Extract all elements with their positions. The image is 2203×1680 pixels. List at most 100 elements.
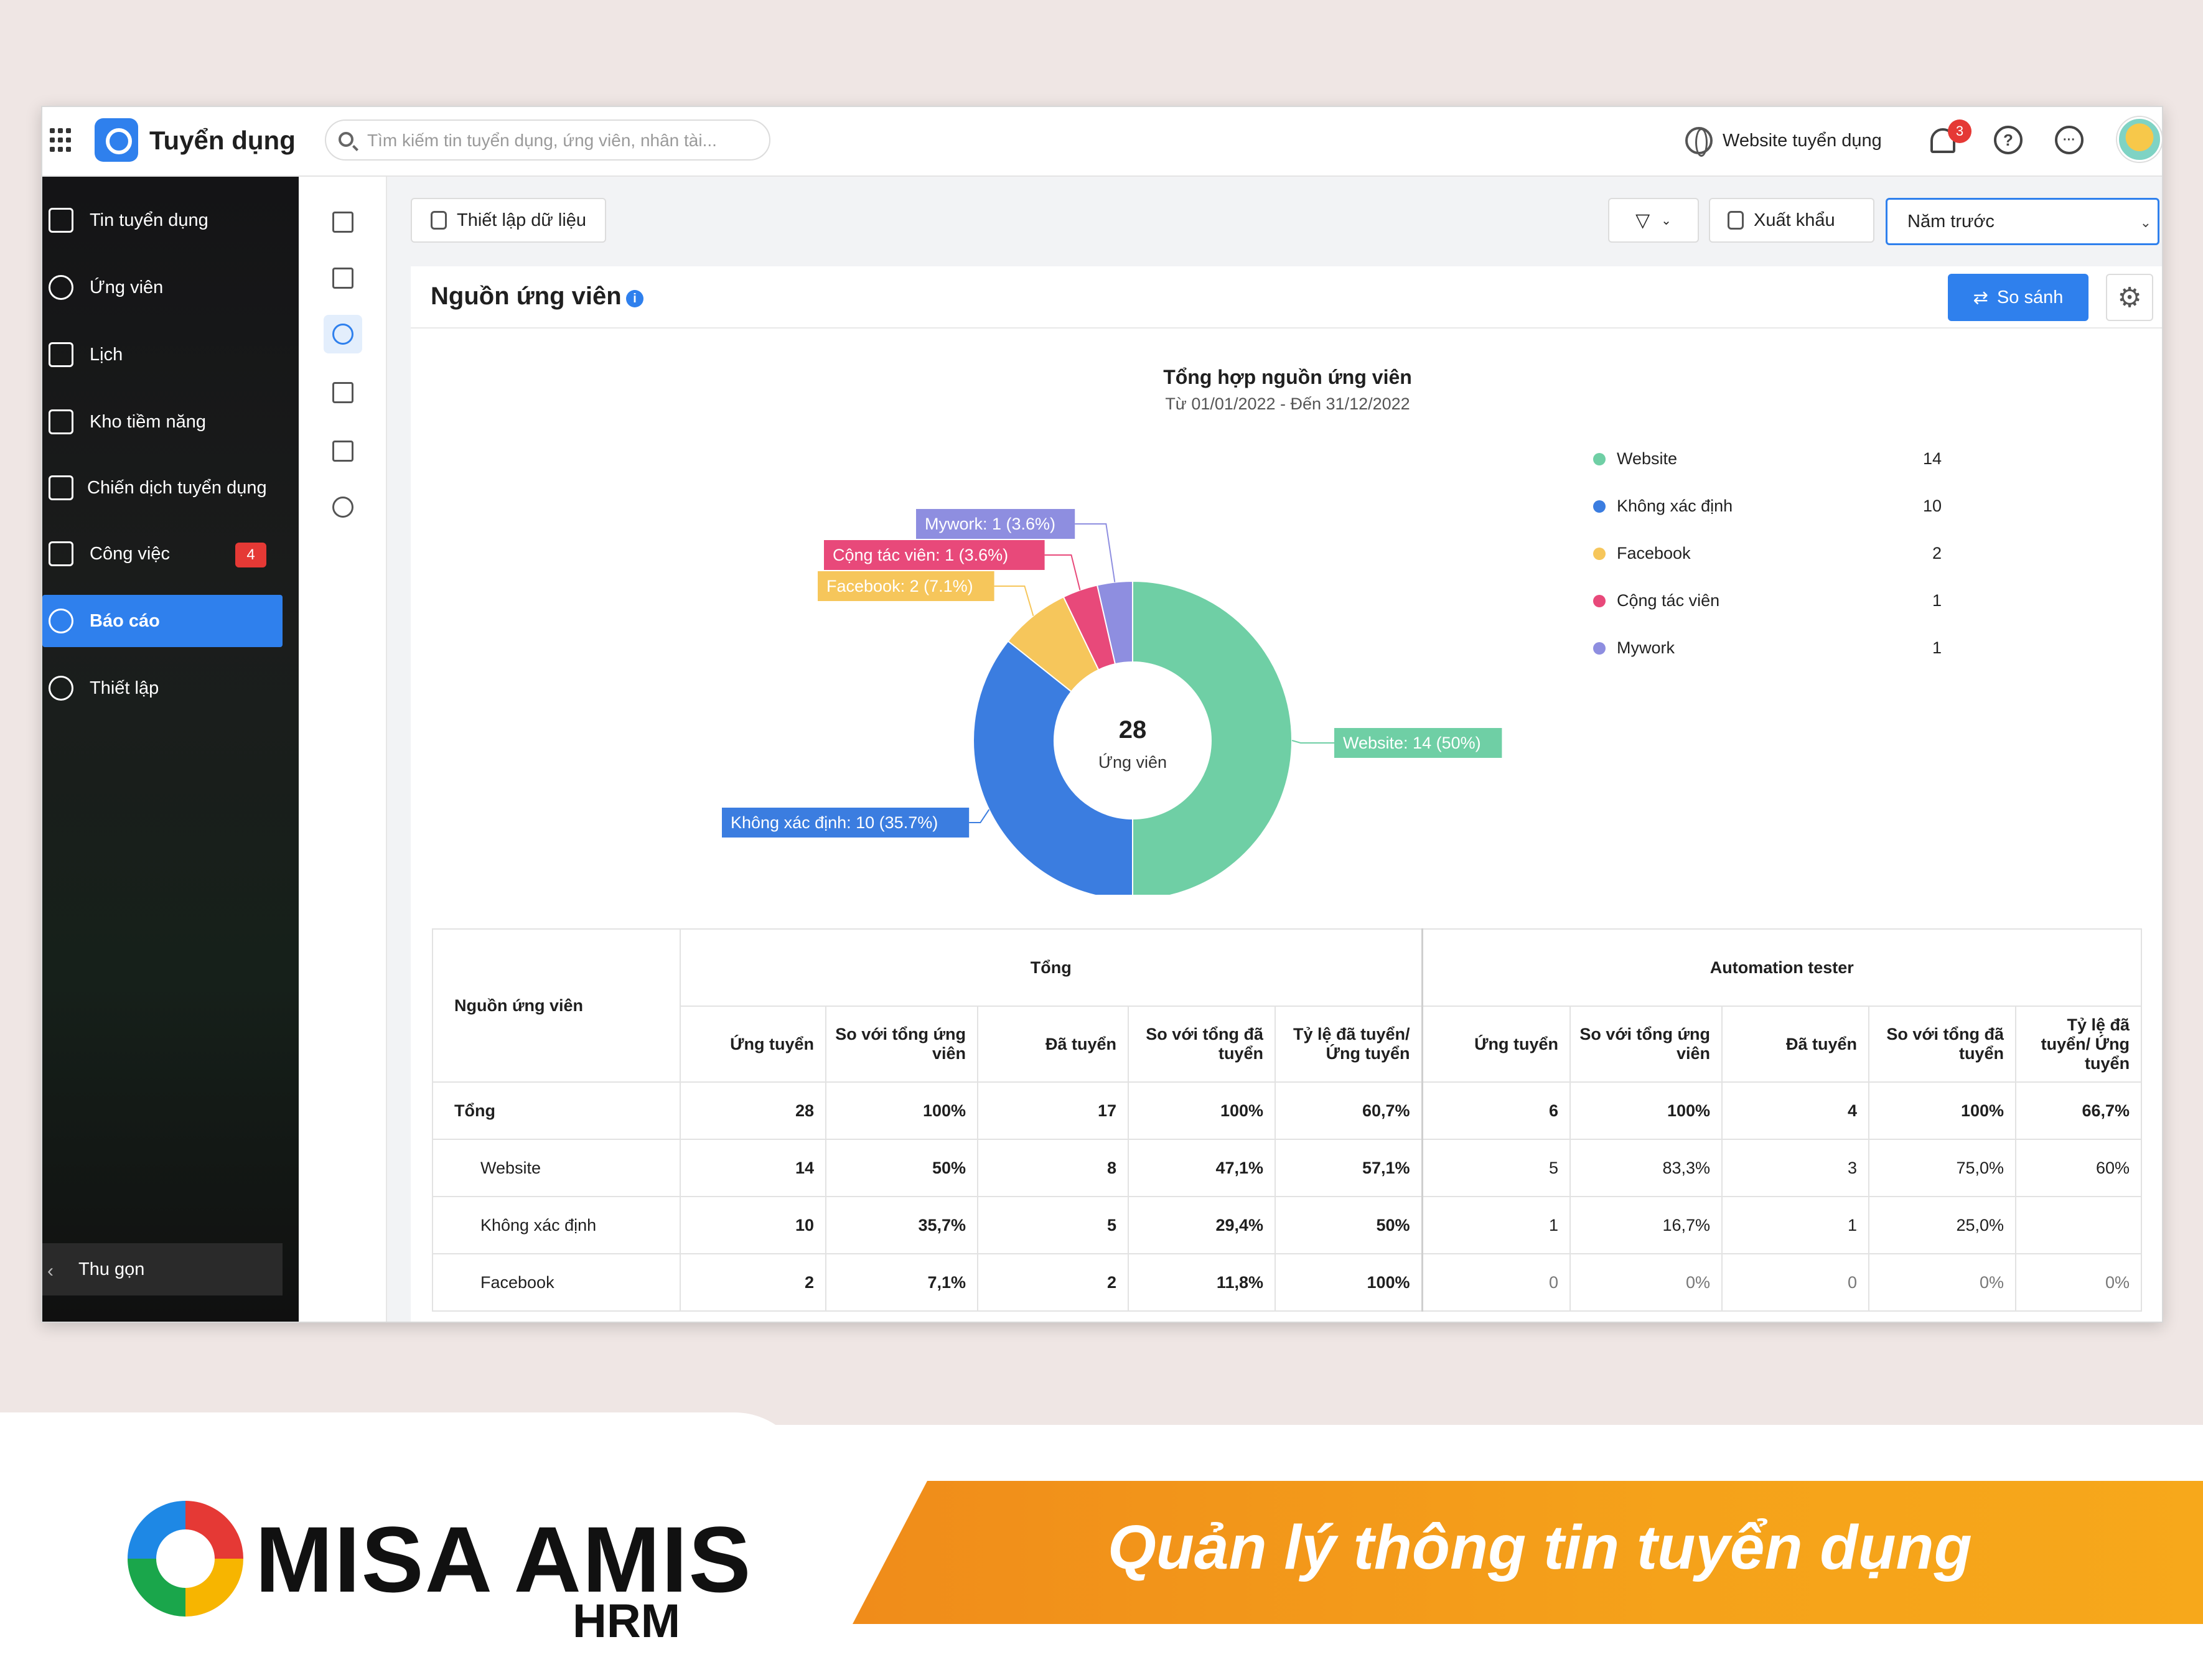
slice-label: Website: 14 (50%) [1343,734,1481,752]
avatar[interactable] [2117,117,2162,162]
sidebar-item-job-postings[interactable]: Tin tuyển dụng [42,194,299,246]
table-cell: 2 [680,1253,826,1312]
help-icon[interactable]: ? [1994,126,2023,154]
collapse-button[interactable]: ‹ Thu gọn [42,1243,283,1295]
legend-label: Mywork [1617,638,1675,657]
table-row[interactable]: Website 14 50% 8 47,1% 57,1% 5 83,3% 3 75,0% 60% [432,1139,2143,1197]
table-cell: 50% [825,1139,978,1197]
app-window: Tuyển dụng Website tuyển dụng 3 ? ··· Ti… [41,106,2163,1323]
presentation-icon [49,475,73,500]
legend-item[interactable]: Cộng tác viên 1 [1593,589,1942,614]
table-cell: 5 [1421,1139,1571,1197]
sidebar-item-reports[interactable]: Báo cáo [42,595,283,647]
sidebar-item-tasks[interactable]: Công việc 4 [42,528,299,580]
slice-leader-line [994,586,1034,617]
legend-item[interactable]: Mywork 1 [1593,636,1942,661]
more-icon[interactable]: ··· [2055,126,2084,154]
search-box[interactable] [325,119,770,161]
bar-chart-icon[interactable] [324,203,362,241]
calendar-icon [49,342,73,367]
period-select[interactable]: Năm trước ⌄ [1886,198,2159,245]
compare-button[interactable]: ⇄ So sánh [1948,274,2088,321]
filter-button[interactable]: ▽ ⌄ [1608,198,1699,243]
sidebar-item-campaigns[interactable]: Chiến dịch tuyển dụng [42,462,299,514]
export-icon [1728,211,1744,230]
table-row[interactable]: Tổng 28 100% 17 100% 60,7% 6 100% 4 100% 66,7% [432,1081,2143,1140]
report-type-bar [299,177,387,1322]
export-button[interactable]: Xuất khẩu [1709,198,1874,243]
table-row[interactable]: Facebook 2 7,1% 2 11,8% 100% 0 0% 0 0% 0% [432,1253,2143,1312]
table-cell: 1 [1721,1196,1870,1254]
notification-bell-icon[interactable]: 3 [1928,119,1971,158]
table-cell: 3 [1721,1139,1870,1197]
sidebar-item-talent-pool[interactable]: Kho tiềm năng [42,396,299,448]
table-cell: 29,4% [1128,1196,1276,1254]
sidebar-item-calendar[interactable]: Lịch [42,329,299,381]
column-header: So với tổng ứng viên [1569,1006,1723,1083]
line-chart-icon[interactable] [324,432,362,470]
pie-slice[interactable] [1132,580,1293,895]
sidebar-item-label: Kho tiềm năng [90,411,207,432]
table-cell: 100% [1274,1253,1423,1312]
app-launcher-icon[interactable] [50,128,75,153]
settings-gear-icon[interactable]: ⚙ [2106,274,2153,321]
slice-label-box [818,571,994,601]
search-input[interactable] [367,129,753,152]
data-setup-button[interactable]: Thiết lập dữ liệu [411,198,607,243]
table-cell: 47,1% [1128,1139,1276,1197]
legend-value: 10 [1922,497,1942,515]
period-select-value: Năm trước [1907,211,1995,231]
website-link[interactable]: Website tuyển dụng [1685,124,1882,157]
table-cell: 28 [680,1081,826,1140]
page-title: Nguồn ứng viên [431,282,622,310]
pie-chart-icon[interactable] [324,315,362,353]
sidebar: Tin tuyển dụng Ứng viên Lịch Kho tiềm nă… [42,177,299,1322]
legend-label: Không xác định [1617,497,1733,515]
table-cell: 0 [1421,1253,1571,1312]
source-name-cell: Tổng [432,1081,681,1140]
table-body: Tổng 28 100% 17 100% 60,7% 6 100% 4 100% 66,7% Webs… [432,1081,2143,1312]
table-cell: 25,0% [1868,1196,2017,1254]
legend-item[interactable]: Website 14 [1593,447,1942,472]
legend-swatch [1593,548,1606,560]
chart-subtitle: Từ 01/01/2022 - Đến 31/12/2022 [1165,394,1410,413]
table-row[interactable]: Không xác định 10 35,7% 5 29,4% 50% 1 16,7% 1 25,… [432,1196,2143,1254]
user-minus-icon[interactable] [324,488,362,526]
sidebar-item-label: Lịch [90,344,123,365]
pie-slice[interactable] [1096,580,1133,665]
legend-swatch [1593,642,1606,655]
legend-value: 2 [1932,544,1942,562]
filter-icon: ▽ [1635,210,1650,231]
legend-swatch [1593,595,1606,607]
sidebar-item-candidates[interactable]: Ứng viên [42,261,299,314]
database-icon [431,211,447,230]
app-title: Tuyển dụng [149,126,296,155]
table-cell: 57,1% [1274,1139,1423,1197]
table-cell: 66,7% [2015,1081,2143,1140]
brand-subtitle: HRM [573,1595,681,1648]
table-cell: 60,7% [1274,1081,1423,1140]
column-header: Tỷ lệ đã tuyển/ Ứng tuyển [2015,1006,2143,1083]
legend-swatch [1593,453,1606,465]
pie-slice[interactable] [973,640,1133,895]
slice-label: Facebook: 2 (7.1%) [826,577,973,595]
group-header-automation: Automation tester [1421,928,2143,1007]
sidebar-item-label: Chiến dịch tuyển dụng [87,477,267,498]
pie-chart-icon [49,609,73,633]
column-header: So với tổng đã tuyển [1128,1006,1276,1083]
sidebar-item-settings[interactable]: Thiết lập [42,662,299,714]
table-cell: 0 [1721,1253,1870,1312]
legend-item[interactable]: Facebook 2 [1593,541,1942,566]
info-icon[interactable]: i [626,290,643,307]
column-header: So với tổng đã tuyển [1868,1006,2017,1083]
funnel-icon[interactable] [324,259,362,297]
hand-coins-icon[interactable] [324,373,362,412]
slice-label-box [1334,728,1502,758]
brand-name: MISA AMIS [255,1507,752,1612]
donut-center-label: Ứng viên [1098,752,1167,772]
chart-title: Tổng hợp nguồn ứng viên [1163,366,1412,388]
table-cell: 17 [977,1081,1129,1140]
table-cell: 60% [2015,1139,2143,1197]
legend-item[interactable]: Không xác định 10 [1593,494,1942,519]
table-cell: 100% [1128,1081,1276,1140]
